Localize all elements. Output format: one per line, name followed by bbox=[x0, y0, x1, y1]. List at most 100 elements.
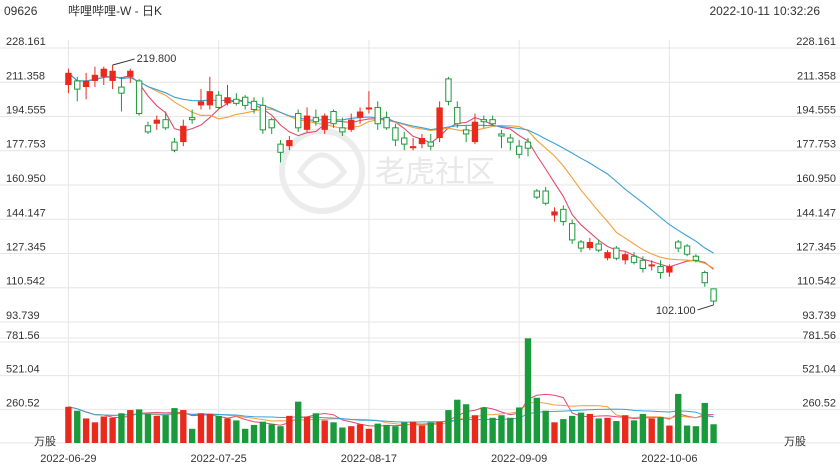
volume-bar bbox=[339, 427, 346, 443]
volume-bar bbox=[206, 413, 214, 443]
volume-bar bbox=[524, 338, 532, 443]
volume-bar bbox=[568, 415, 576, 443]
volume-axis-labels: 781.56 781.56 521.04 521.04 260.52 260.52 万股 万股 bbox=[6, 330, 836, 448]
candle-body-up bbox=[418, 138, 426, 145]
candle-body-down bbox=[568, 223, 576, 241]
volume-bar bbox=[127, 410, 134, 443]
candle-body-up bbox=[127, 70, 134, 77]
volume-bar bbox=[551, 422, 558, 443]
stock-code: 09626 bbox=[4, 4, 38, 18]
volume-tick-label-right: 260.52 bbox=[802, 397, 836, 409]
volume-tick-label-left: 781.56 bbox=[6, 330, 40, 342]
volume-bar bbox=[330, 422, 337, 443]
date-tick-label: 2022-10-06 bbox=[641, 453, 697, 465]
candle-body-up bbox=[471, 121, 479, 143]
candle-body-down bbox=[692, 255, 700, 261]
candle-body-up bbox=[224, 97, 231, 104]
volume-bar bbox=[109, 417, 116, 443]
volume-bar bbox=[489, 417, 496, 443]
moving-average-lines bbox=[68, 72, 714, 270]
candle-body-down bbox=[118, 86, 125, 94]
volume-bar bbox=[171, 408, 178, 443]
candle-body-up bbox=[348, 119, 355, 130]
volume-bar bbox=[630, 420, 638, 443]
annotation-leader bbox=[112, 58, 135, 66]
watermark-logo-mark-icon bbox=[296, 152, 348, 189]
volume-bar bbox=[498, 415, 505, 443]
volume-bar bbox=[710, 424, 717, 443]
volume-bar bbox=[622, 415, 629, 443]
candle-body-down bbox=[144, 125, 152, 133]
price-tick-label-left: 110.542 bbox=[6, 276, 45, 288]
volume-bar bbox=[188, 428, 196, 443]
candle-body-down bbox=[374, 106, 381, 125]
volume-bar bbox=[65, 406, 72, 443]
candle-body-down bbox=[683, 245, 691, 255]
candle-body-down bbox=[462, 129, 470, 135]
volume-bar bbox=[392, 426, 399, 443]
candle-body-up bbox=[180, 125, 187, 143]
volume-bar bbox=[462, 404, 470, 443]
candle-body-down bbox=[259, 104, 267, 131]
volume-bar bbox=[648, 418, 655, 443]
candle-body-up bbox=[100, 68, 107, 77]
price-tick-label-left: 160.950 bbox=[6, 173, 46, 185]
price-tick-label-right: 160.950 bbox=[796, 173, 836, 185]
volume-bar bbox=[542, 410, 549, 443]
volume-bar bbox=[436, 421, 443, 443]
volume-bar bbox=[586, 413, 594, 443]
volume-bar bbox=[418, 425, 426, 443]
candle-body-down bbox=[383, 117, 390, 129]
price-annotations: 219.800 102.100 bbox=[112, 53, 714, 317]
candle-body-down bbox=[489, 119, 496, 125]
ma20-line bbox=[68, 72, 714, 254]
volume-bar bbox=[321, 420, 328, 443]
candle-body-down bbox=[339, 127, 346, 133]
price-tick-label-right: 211.358 bbox=[797, 70, 836, 82]
candlestick-series bbox=[65, 65, 717, 305]
candle-body-up bbox=[551, 211, 558, 216]
volume-bar bbox=[657, 417, 664, 443]
volume-bars bbox=[65, 338, 717, 443]
candle-body-down bbox=[312, 117, 320, 123]
volume-bar bbox=[356, 424, 364, 443]
volume-bar bbox=[312, 413, 320, 443]
high-price-annotation: 219.800 bbox=[137, 53, 177, 65]
volume-bar bbox=[445, 410, 452, 443]
volume-bar bbox=[100, 416, 107, 443]
header-datetime: 2022-10-11 10:32:26 bbox=[709, 4, 820, 18]
volume-bar bbox=[604, 417, 611, 443]
volume-bar bbox=[401, 422, 408, 443]
candle-body-down bbox=[710, 288, 717, 302]
price-tick-label-left: 194.555 bbox=[6, 105, 46, 117]
candle-body-up bbox=[91, 74, 99, 81]
volume-bar bbox=[383, 424, 390, 443]
candle-body-up bbox=[622, 254, 629, 261]
price-tick-label-right: 228.161 bbox=[796, 36, 836, 48]
candle-body-down bbox=[630, 255, 638, 263]
stock-name: 哔哩哔哩-W - 日K bbox=[68, 4, 162, 18]
volume-tick-label-right: 521.04 bbox=[802, 364, 836, 376]
candle-body-up bbox=[648, 264, 655, 267]
candle-body-up bbox=[365, 107, 373, 110]
volume-bar bbox=[259, 421, 267, 443]
volume-bar bbox=[374, 423, 381, 443]
candle-body-down bbox=[188, 117, 196, 121]
volume-bar bbox=[241, 428, 249, 443]
candle-body-up bbox=[436, 107, 443, 139]
volume-bar bbox=[480, 407, 487, 443]
volume-bar bbox=[135, 409, 143, 443]
price-tick-label-left: 144.147 bbox=[6, 207, 46, 219]
date-tick-label: 2022-09-09 bbox=[491, 453, 547, 465]
low-price-annotation: 102.100 bbox=[656, 305, 696, 317]
candle-body-down bbox=[507, 137, 514, 143]
candle-body-down bbox=[613, 247, 620, 259]
volume-bar bbox=[507, 417, 514, 443]
volume-bar bbox=[277, 426, 284, 443]
candle-body-down bbox=[233, 98, 240, 104]
candle-body-down bbox=[515, 145, 523, 155]
annotation-leader bbox=[697, 304, 714, 311]
volume-bar bbox=[224, 418, 231, 443]
volume-bar bbox=[560, 419, 567, 443]
